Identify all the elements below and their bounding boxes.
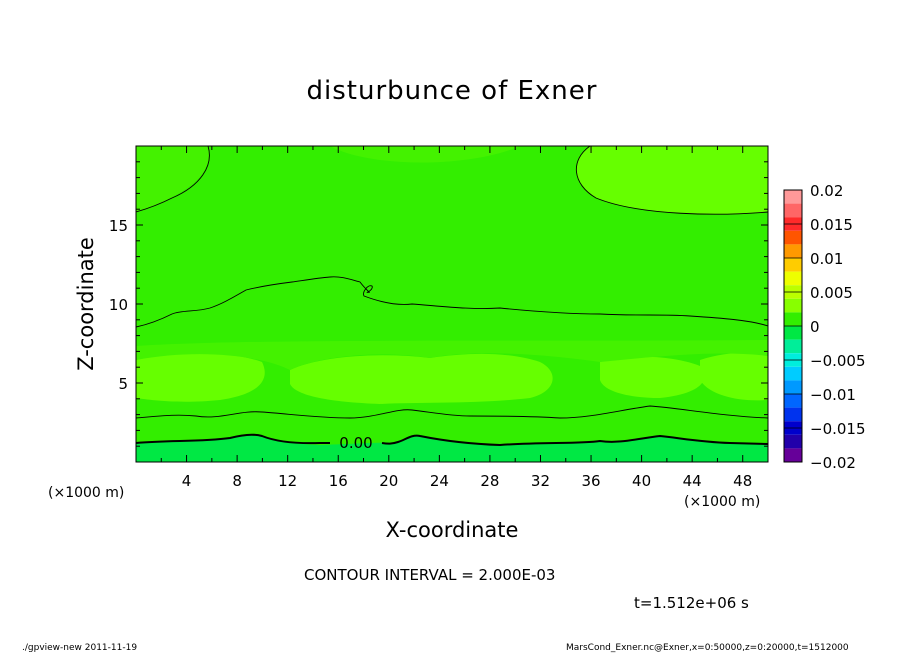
contour-line-upper [136,276,768,328]
contour-lines [136,146,768,447]
colorbar-tick-label: −0.015 [810,420,866,438]
colorbar-ticks: 0.02 0.015 0.01 0.005 0 −0.005 −0.01 −0.015 −0.0… [784,182,866,472]
contour-field [136,146,768,462]
x-tick-label: 28 [480,472,499,490]
colorbar-tick-label: 0 [810,318,820,336]
y-tick-label: 15 [109,217,128,235]
x-tick-label: 16 [329,472,348,490]
contour-line-top-right [575,146,768,215]
contour-line-zero [136,433,768,447]
colorbar-tick-label: −0.01 [810,386,856,404]
x-tick-label: 48 [733,472,752,490]
contour-line-top-left [136,146,210,213]
field-region-middle-band [136,352,768,404]
x-tick-label: 4 [182,472,192,490]
x-tick-label: 40 [632,472,651,490]
colorbar-swatch [784,339,802,354]
x-axis-unit-right: (×1000 m) [684,494,760,510]
field-region-top-right [576,146,768,215]
y-tick-label: 5 [118,375,128,393]
y-axis-ticks: 5 10 15 [109,161,768,447]
colorbar-swatch [784,326,802,340]
colorbar-swatch [784,244,802,258]
colorbar-tick-label: 0.02 [810,182,843,200]
footer-file-info: MarsCond_Exner.nc@Exner,x=0:50000,z=0:20… [566,643,849,653]
x-axis-unit-left: (×1000 m) [48,485,124,501]
footer-program-info: ./gpview-new 2011-11-19 [22,643,138,653]
x-tick-label: 36 [581,472,600,490]
colorbar-swatch [784,407,802,422]
colorbar-swatch [784,448,802,462]
contour-line-lower [136,405,768,419]
colorbar-swatch [784,298,802,313]
field-region-middle-band-pale [136,340,768,370]
field-region-top-middle [330,146,520,163]
colorbar-swatch [784,203,802,218]
x-axis-title: X-coordinate [386,518,519,542]
field-region-top-left [136,146,210,212]
x-tick-label: 32 [531,472,550,490]
x-tick-label: 12 [278,472,297,490]
y-axis-title: Z-coordinate [74,237,98,371]
colorbar-swatch [784,312,802,326]
colorbar-tick-label: 0.005 [810,284,853,302]
x-axis-ticks: 4 8 12 16 20 24 28 32 36 40 44 48 [160,146,752,490]
x-tick-label: 44 [683,472,702,490]
colorbar-tick-label: −0.005 [810,352,866,370]
x-tick-label: 20 [379,472,398,490]
field-region-negative [136,434,768,462]
colorbar-swatch [784,434,802,449]
colorbar-swatch [784,271,802,286]
colorbar-swatch [784,190,802,204]
time-label: t=1.512e+06 s [634,594,749,612]
colorbar-tick-label: −0.02 [810,454,856,472]
colorbar-tick-label: 0.015 [810,216,853,234]
colorbar-swatch [784,258,802,272]
colorbar-swatch [784,380,802,394]
colorbar-tick-label: 0.01 [810,250,843,268]
contour-interval-label: CONTOUR INTERVAL = 2.000E-03 [304,566,556,584]
colorbar-swatch [784,366,802,381]
x-tick-label: 8 [232,472,242,490]
x-tick-label: 24 [430,472,449,490]
y-tick-label: 10 [109,296,128,314]
colorbar-swatch [784,230,802,245]
colorbar-swatch [784,394,802,408]
chart-title: disturbunce of Exner [306,76,598,106]
contour-zero-label: 0.00 [339,434,372,452]
